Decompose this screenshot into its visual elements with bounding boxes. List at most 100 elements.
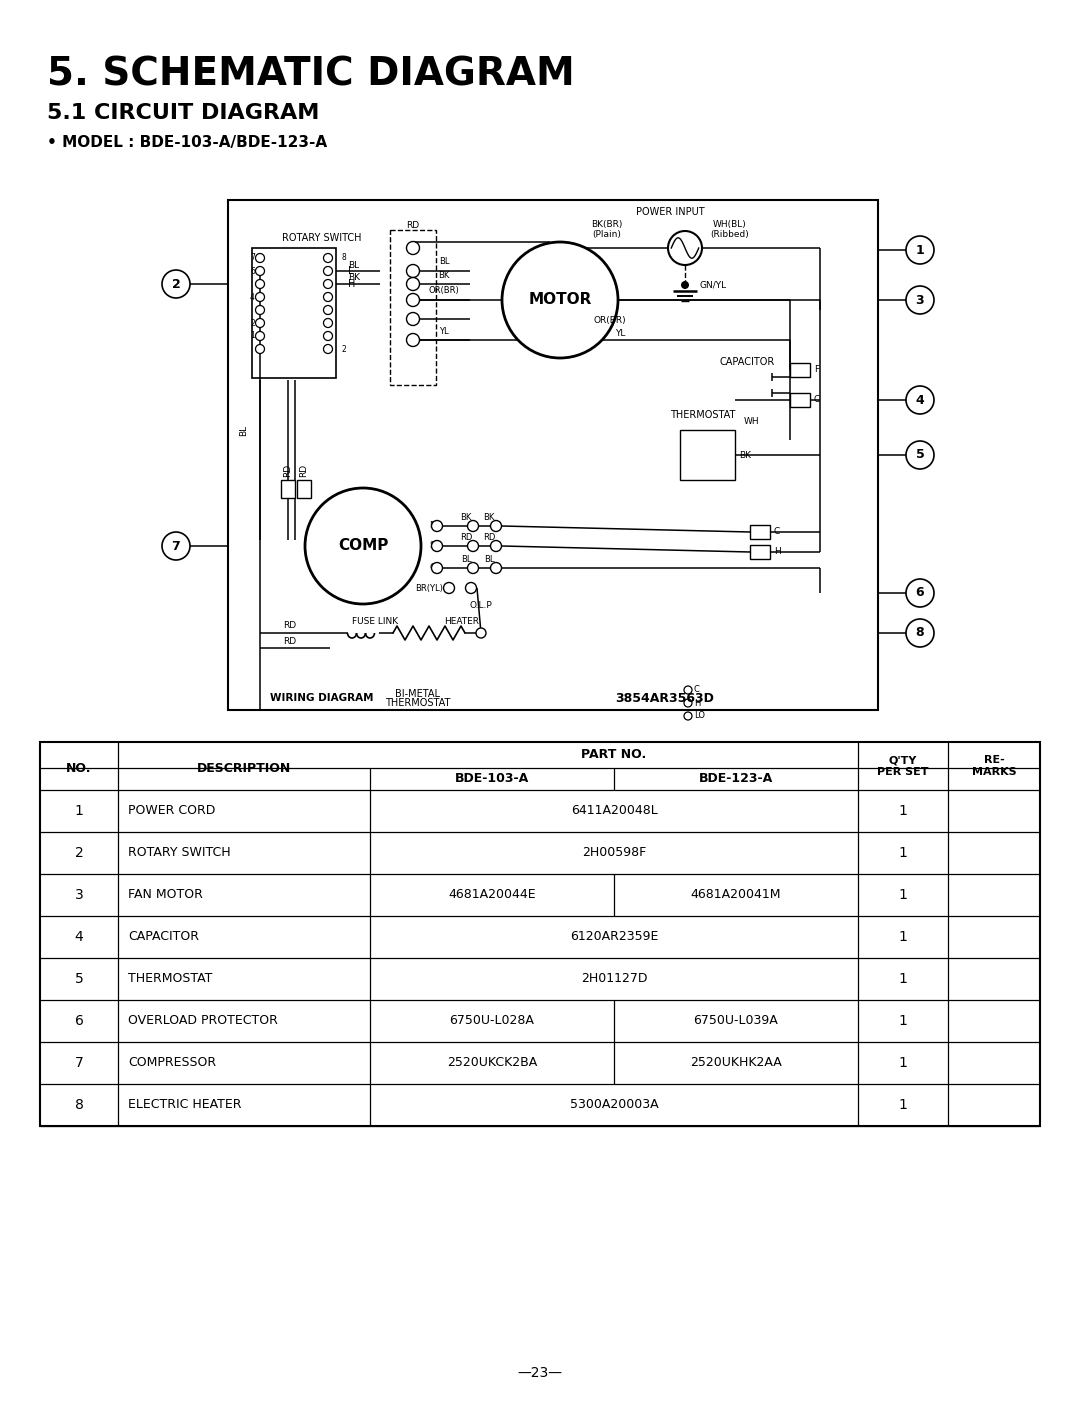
Text: 3: 3 — [75, 888, 83, 902]
Text: BL: BL — [461, 555, 471, 563]
Text: YL: YL — [615, 330, 625, 339]
Text: 3: 3 — [916, 294, 924, 306]
Text: BK: BK — [484, 513, 495, 521]
Text: RD: RD — [406, 222, 419, 230]
Circle shape — [324, 267, 333, 275]
Text: HEATER: HEATER — [445, 617, 480, 625]
Text: CAPACITOR: CAPACITOR — [129, 930, 199, 944]
Text: 7: 7 — [75, 1057, 83, 1071]
Text: WIRING DIAGRAM: WIRING DIAGRAM — [270, 693, 374, 702]
Circle shape — [256, 344, 265, 354]
Bar — [228, 200, 878, 710]
Circle shape — [684, 700, 692, 707]
Text: GN/YL: GN/YL — [699, 281, 726, 289]
Circle shape — [906, 236, 934, 264]
Circle shape — [162, 270, 190, 298]
Text: COMPRESSOR: COMPRESSOR — [129, 1057, 216, 1069]
Text: BK: BK — [460, 513, 472, 521]
Circle shape — [256, 305, 265, 315]
Text: C: C — [774, 527, 780, 537]
Text: BL: BL — [438, 257, 449, 267]
Text: 1: 1 — [899, 1014, 907, 1028]
Text: 7: 7 — [172, 540, 180, 552]
Text: —23—: —23— — [517, 1366, 563, 1380]
Text: BK: BK — [739, 451, 751, 459]
Circle shape — [406, 294, 419, 306]
Text: 5300A20003A: 5300A20003A — [569, 1099, 659, 1111]
Text: MOTOR: MOTOR — [528, 292, 592, 308]
Circle shape — [406, 264, 419, 278]
Text: RD: RD — [283, 464, 293, 476]
Text: 4: 4 — [251, 292, 255, 302]
Circle shape — [906, 441, 934, 469]
Bar — [281, 481, 295, 497]
Text: FAN MOTOR: FAN MOTOR — [129, 888, 203, 902]
Text: BK: BK — [348, 274, 360, 282]
Text: RE-
MARKS: RE- MARKS — [972, 756, 1016, 777]
Text: ELECTRIC HEATER: ELECTRIC HEATER — [129, 1099, 242, 1111]
Text: 4: 4 — [75, 930, 83, 944]
Circle shape — [906, 386, 934, 414]
Circle shape — [324, 319, 333, 327]
Text: RD: RD — [283, 636, 297, 645]
Circle shape — [906, 620, 934, 646]
Circle shape — [502, 242, 618, 358]
Text: 6411A20048L: 6411A20048L — [570, 805, 658, 818]
Text: POWER CORD: POWER CORD — [129, 805, 215, 818]
Text: WH: WH — [744, 417, 760, 427]
Circle shape — [305, 488, 421, 604]
Text: C: C — [694, 686, 700, 694]
Text: BL: BL — [240, 424, 248, 436]
Circle shape — [432, 562, 443, 573]
Bar — [680, 430, 735, 481]
Text: H: H — [348, 280, 355, 289]
Text: 1: 1 — [899, 972, 907, 986]
Text: 4: 4 — [916, 393, 924, 406]
Bar — [297, 481, 311, 497]
Text: 6750U-L028A: 6750U-L028A — [449, 1014, 535, 1027]
Circle shape — [684, 712, 692, 719]
Circle shape — [406, 278, 419, 291]
Text: (Plain): (Plain) — [593, 229, 621, 239]
Text: BL: BL — [349, 260, 360, 270]
Text: 1: 1 — [899, 1097, 907, 1111]
Circle shape — [256, 319, 265, 327]
Text: THERMOSTAT: THERMOSTAT — [386, 698, 450, 708]
Text: 8: 8 — [341, 253, 346, 263]
Bar — [750, 525, 770, 540]
Text: 2: 2 — [251, 319, 255, 327]
Text: RD: RD — [483, 532, 496, 541]
Circle shape — [468, 520, 478, 531]
Circle shape — [406, 312, 419, 326]
Circle shape — [432, 520, 443, 531]
Circle shape — [162, 532, 190, 561]
Circle shape — [444, 583, 455, 593]
Text: 5. SCHEMATIC DIAGRAM: 5. SCHEMATIC DIAGRAM — [48, 56, 575, 94]
Text: 3854AR3563D: 3854AR3563D — [616, 691, 715, 704]
Text: OR(BR): OR(BR) — [429, 287, 459, 295]
Text: 8: 8 — [75, 1097, 83, 1111]
Text: WH(BL): WH(BL) — [713, 221, 747, 229]
Text: 5: 5 — [75, 972, 83, 986]
Circle shape — [468, 541, 478, 552]
Text: 2: 2 — [341, 344, 346, 354]
Text: H: H — [694, 698, 700, 708]
Circle shape — [324, 280, 333, 288]
Circle shape — [256, 292, 265, 302]
Text: ROTARY SWITCH: ROTARY SWITCH — [282, 233, 362, 243]
Text: 5: 5 — [916, 448, 924, 461]
Circle shape — [256, 280, 265, 288]
Circle shape — [684, 686, 692, 694]
Text: 2: 2 — [172, 278, 180, 291]
Text: O.L.P: O.L.P — [470, 601, 492, 611]
Text: 2: 2 — [75, 846, 83, 860]
Text: F: F — [814, 365, 819, 375]
Text: BK: BK — [438, 271, 449, 280]
Bar — [390, 230, 436, 385]
Circle shape — [324, 253, 333, 263]
Circle shape — [324, 344, 333, 354]
Text: • MODEL : BDE-103-A/BDE-123-A: • MODEL : BDE-103-A/BDE-123-A — [48, 135, 327, 150]
Circle shape — [465, 583, 476, 593]
Text: 6: 6 — [916, 586, 924, 600]
Text: THERMOSTAT: THERMOSTAT — [670, 410, 735, 420]
